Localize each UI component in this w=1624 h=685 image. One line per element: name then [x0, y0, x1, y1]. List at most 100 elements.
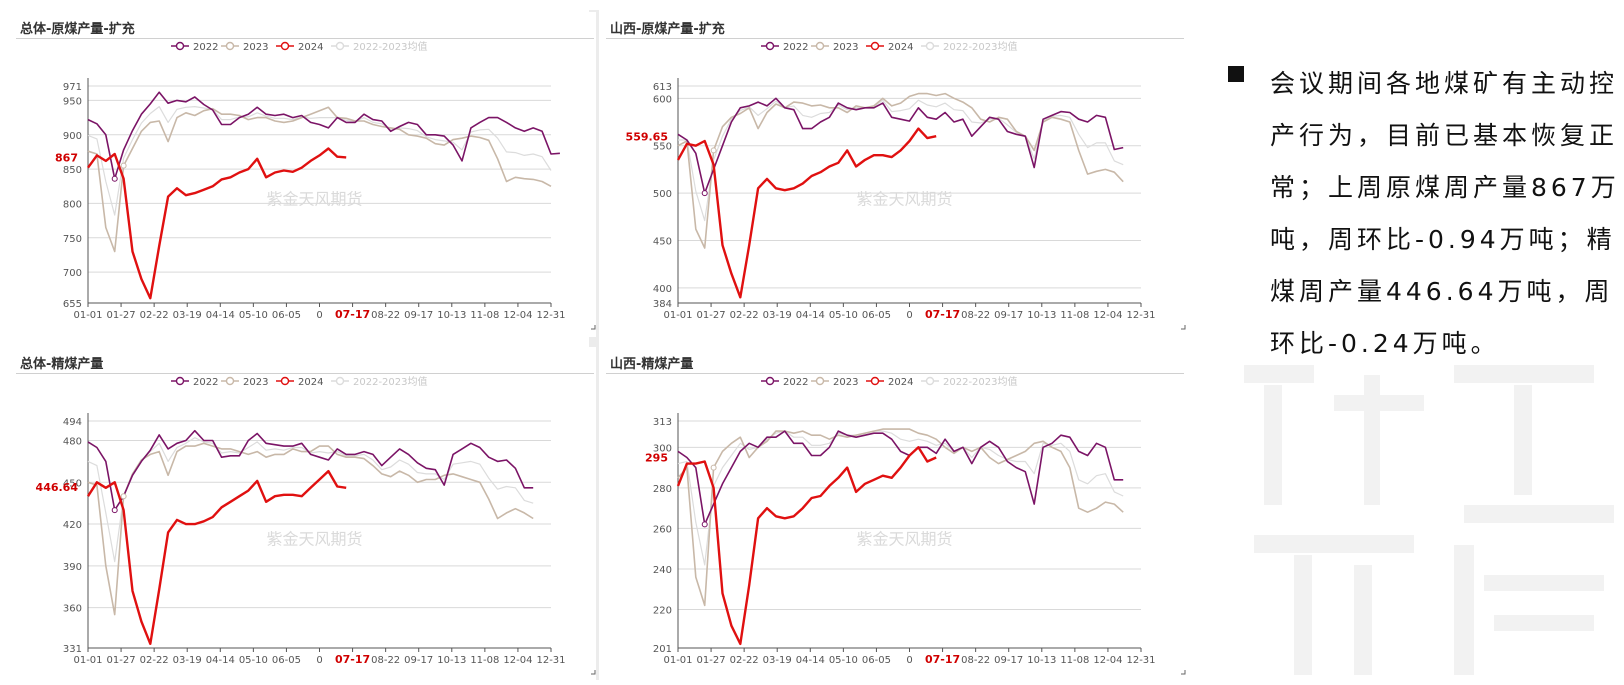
x-tick-label: 07-17: [335, 653, 370, 666]
point-marker: [120, 493, 127, 500]
note-text: 会议期间各地煤矿有主动控产行为，目前已基本恢复正常；上周原煤周产量867万吨，周…: [1270, 69, 1620, 358]
x-tick-label: 12-31: [536, 310, 565, 321]
resize-corner-icon: [591, 670, 596, 675]
y-tick-label: 220: [653, 605, 672, 616]
series-avg-line: [87, 437, 534, 563]
resize-corner-icon: [1181, 325, 1186, 330]
y-tick-label: 600: [653, 94, 672, 105]
legend-label: 2024: [298, 377, 323, 388]
series-avg-line: [678, 99, 1124, 222]
x-tick-label: 12-31: [1126, 310, 1155, 321]
y-tick-label: 900: [63, 131, 82, 142]
legend-item-3[interactable]: 2024: [276, 376, 323, 388]
legend-item-1[interactable]: 2022: [761, 376, 808, 388]
title-rule: [16, 373, 594, 374]
x-tick-label: 03-19: [173, 655, 202, 666]
chart-title: 总体-精煤产量: [20, 357, 104, 372]
legend-marker: [225, 41, 235, 51]
x-tick-label: 02-22: [730, 655, 759, 666]
x-tick-label: 03-19: [173, 310, 202, 321]
x-tick-label: 08-22: [371, 655, 400, 666]
point-marker: [710, 147, 717, 154]
legend-label: 2023: [833, 377, 858, 388]
x-tick-label: 12-04: [1093, 655, 1122, 666]
x-tick-label: 09-17: [404, 655, 433, 666]
chart-title: 山西-精煤产量: [610, 357, 694, 372]
chart-panel-3: 总体-精煤产量 2022 2023 2024 2022-2023均值 331 360 390…: [16, 347, 596, 682]
legend-item-2[interactable]: 2023: [221, 41, 268, 53]
x-tick-label: 08-22: [371, 310, 400, 321]
y-tick-label: 331: [63, 644, 82, 655]
point-marker: [701, 521, 708, 528]
legend-item-1[interactable]: 2022: [171, 376, 218, 388]
y-tick-label: 260: [653, 524, 672, 535]
note-section: 会议期间各地煤矿有主动控产行为，目前已基本恢复正常；上周原煤周产量867万吨，周…: [1228, 58, 1620, 370]
x-tick-label: 12-04: [1093, 310, 1122, 321]
x-tick-label: 0: [906, 310, 912, 321]
y-tick-label: 750: [63, 234, 82, 245]
legend-item-2[interactable]: 2023: [811, 41, 858, 53]
legend-item-2[interactable]: 2023: [221, 376, 268, 388]
resize-corner-icon: [1181, 670, 1186, 675]
point-marker: [701, 190, 708, 197]
chart-panel-2: 山西-原煤产量-扩充 2022 2023 2024 2022-2023均值 384 400…: [606, 12, 1186, 337]
x-tick-label: 01-01: [663, 310, 692, 321]
legend-item-3[interactable]: 2024: [276, 41, 323, 53]
x-tick-label: 07-17: [925, 308, 960, 321]
legend-item-1[interactable]: 2022: [761, 41, 808, 53]
legend-marker: [175, 376, 185, 386]
legend-item-4[interactable]: 2022-2023均值: [331, 375, 428, 388]
x-tick-label: 12-31: [536, 655, 565, 666]
chart-watermark-text: 紫金天风期货: [266, 190, 362, 209]
x-tick-label: 04-14: [796, 655, 825, 666]
legend-label: 2022: [193, 377, 218, 388]
x-tick-label: 04-14: [796, 310, 825, 321]
legend-item-2[interactable]: 2023: [811, 376, 858, 388]
x-tick-label: 05-10: [829, 310, 858, 321]
legend-label: 2023: [243, 42, 268, 53]
current-value-label: 867: [55, 151, 78, 164]
legend-label: 2022-2023均值: [353, 40, 428, 53]
y-tick-label: 550: [653, 142, 672, 153]
chart-panel-4: 山西-精煤产量 2022 2023 2024 2022-2023均值 201 220 240…: [606, 347, 1186, 682]
x-tick-label: 12-04: [503, 310, 532, 321]
legend-label: 2024: [888, 42, 913, 53]
x-tick-label: 0: [906, 655, 912, 666]
chart-watermark-text: 紫金天风期货: [856, 530, 952, 549]
y-tick-label: 400: [653, 284, 672, 295]
y-tick-label: 950: [63, 96, 82, 107]
y-tick-label: 240: [653, 565, 672, 576]
legend-item-1[interactable]: 2022: [171, 41, 218, 53]
line-chart: 2022 2023 2024 2022-2023均值 201 220 240 260 280 30…: [645, 375, 1186, 675]
point-marker: [111, 175, 118, 182]
legend-item-3[interactable]: 2024: [866, 376, 913, 388]
x-tick-label: 08-22: [961, 655, 990, 666]
y-tick-label: 655: [63, 299, 82, 310]
legend-marker: [870, 376, 880, 386]
column-divider: [589, 10, 599, 680]
x-tick-label: 03-19: [763, 310, 792, 321]
legend-label: 2022-2023均值: [943, 375, 1018, 388]
title-rule: [606, 373, 1184, 374]
x-tick-label: 01-01: [73, 655, 102, 666]
current-value-label: 559.65: [626, 131, 668, 144]
current-value-label: 446.64: [36, 481, 79, 494]
x-tick-label: 01-27: [697, 655, 726, 666]
line-chart: 2022 2023 2024 2022-2023均值 331 360 390 420 450 48…: [36, 375, 596, 675]
chart-panel-1: 总体-原煤产量-扩充 2022 2023 2024 2022-2023均值 655 700…: [16, 12, 596, 337]
legend-item-4[interactable]: 2022-2023均值: [921, 40, 1018, 53]
legend-item-4[interactable]: 2022-2023均值: [921, 375, 1018, 388]
legend-item-4[interactable]: 2022-2023均值: [331, 40, 428, 53]
y-tick-label: 971: [63, 82, 82, 93]
x-tick-label: 0: [316, 655, 322, 666]
x-tick-label: 05-10: [239, 655, 268, 666]
legend-marker: [280, 41, 290, 51]
series-2023-line: [87, 442, 534, 616]
series-2022-line: [87, 429, 534, 511]
legend-item-3[interactable]: 2024: [866, 41, 913, 53]
legend-label: 2022-2023均值: [943, 40, 1018, 53]
x-tick-label: 12-04: [503, 655, 532, 666]
y-tick-label: 280: [653, 484, 672, 495]
legend-marker: [870, 41, 880, 51]
point-marker: [111, 507, 118, 514]
